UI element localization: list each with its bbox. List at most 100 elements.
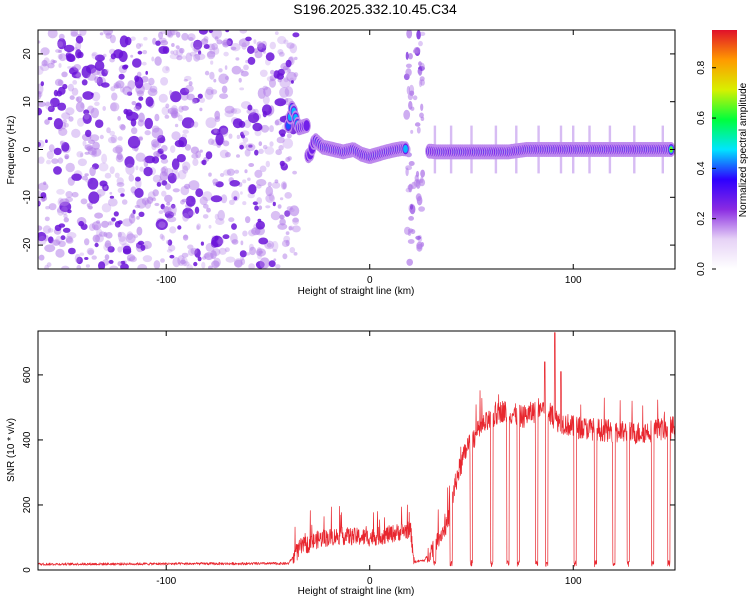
noise-blob	[77, 51, 84, 58]
noise-blob	[143, 166, 153, 177]
noise-blob	[76, 71, 82, 80]
noise-blob	[109, 34, 116, 44]
noise-blob	[88, 223, 96, 231]
noise-blob	[408, 161, 415, 166]
noise-blob	[285, 239, 290, 247]
noise-blob	[257, 87, 266, 99]
noise-blob	[118, 123, 126, 130]
noise-blob	[245, 36, 252, 42]
noise-blob	[156, 152, 160, 157]
noise-blob	[244, 169, 248, 174]
noise-blob	[192, 46, 201, 52]
snr-series-line	[38, 332, 675, 568]
noise-blob	[283, 76, 289, 83]
noise-blob	[256, 197, 263, 205]
noise-blob	[236, 134, 241, 140]
noise-blob	[262, 144, 268, 150]
noise-blob	[233, 258, 243, 268]
noise-blob	[225, 152, 231, 158]
noise-blob	[210, 195, 223, 203]
noise-blob	[280, 133, 286, 137]
noise-blob	[167, 32, 174, 39]
colorbar-tick-label: 0.2	[696, 211, 707, 225]
noise-blob	[187, 248, 195, 256]
noise-blob	[417, 234, 423, 243]
noise-blob	[254, 149, 259, 156]
noise-blob	[94, 242, 99, 248]
noise-blob	[202, 191, 213, 202]
noise-blob	[99, 180, 108, 187]
noise-blob	[166, 216, 177, 223]
noise-blob	[50, 59, 56, 65]
noise-blob	[262, 50, 266, 54]
noise-blob	[181, 133, 188, 139]
noise-blob	[94, 54, 105, 62]
noise-blob	[183, 234, 189, 239]
noise-blob	[240, 134, 246, 139]
noise-blob	[98, 231, 106, 237]
noise-blob	[46, 159, 52, 165]
noise-blob	[265, 52, 275, 62]
noise-blob	[239, 87, 245, 91]
noise-blob	[47, 117, 53, 121]
noise-blob	[149, 85, 158, 93]
noise-blob	[245, 143, 256, 152]
noise-blob	[174, 140, 185, 148]
noise-blob	[142, 159, 147, 163]
noise-blob	[409, 203, 414, 210]
noise-blob	[247, 177, 251, 181]
colorbar-tick-label: 0.6	[696, 111, 707, 125]
noise-blob	[116, 182, 125, 187]
noise-blob	[114, 172, 120, 179]
noise-blob	[53, 238, 60, 246]
noise-blob	[63, 213, 68, 219]
noise-blob	[44, 101, 51, 107]
noise-blob	[125, 233, 136, 244]
noise-blob	[166, 249, 173, 253]
noise-blob	[215, 218, 225, 225]
noise-blob	[213, 128, 218, 134]
noise-blob	[77, 158, 87, 167]
ridge-segment	[303, 120, 310, 132]
noise-blob	[222, 234, 230, 240]
noise-blob	[188, 37, 194, 41]
noise-blob	[234, 259, 243, 268]
noise-blob	[195, 188, 204, 198]
noise-blob	[282, 182, 287, 190]
noise-blob	[256, 179, 267, 187]
noise-blob	[90, 107, 100, 119]
noise-blob	[178, 105, 184, 113]
noise-blob	[50, 97, 60, 108]
noise-blob	[204, 70, 210, 76]
noise-blob	[194, 206, 200, 214]
colorbar-tick-label: 0.8	[696, 60, 707, 74]
y-tick-label: 0	[22, 567, 33, 573]
noise-blob	[169, 254, 175, 259]
noise-blob	[160, 167, 166, 174]
noise-blob	[144, 117, 153, 130]
noise-blob	[105, 232, 113, 239]
noise-blob	[239, 250, 247, 258]
noise-blob	[76, 151, 84, 158]
noise-blob	[58, 53, 67, 62]
noise-blob	[126, 111, 139, 122]
noise-blob	[225, 30, 230, 33]
noise-blob	[38, 231, 47, 242]
noise-blob	[215, 181, 224, 188]
noise-blob	[144, 130, 151, 136]
noise-blob	[57, 157, 64, 164]
noise-blob	[279, 214, 285, 220]
noise-blob	[91, 53, 97, 57]
noise-blob	[234, 169, 240, 174]
spectrogram-y-axis: -20 -10 0 10 20	[22, 48, 675, 252]
noise-blob	[293, 72, 299, 78]
noise-blob	[75, 101, 85, 113]
noise-blob	[38, 156, 45, 164]
noise-blob	[83, 112, 90, 120]
noise-blob	[79, 252, 85, 256]
noise-blob	[117, 246, 123, 253]
noise-blob	[91, 255, 97, 260]
noise-blob	[198, 30, 208, 35]
noise-blob	[109, 195, 115, 199]
colorbar-tick-label: 0.4	[696, 161, 707, 175]
